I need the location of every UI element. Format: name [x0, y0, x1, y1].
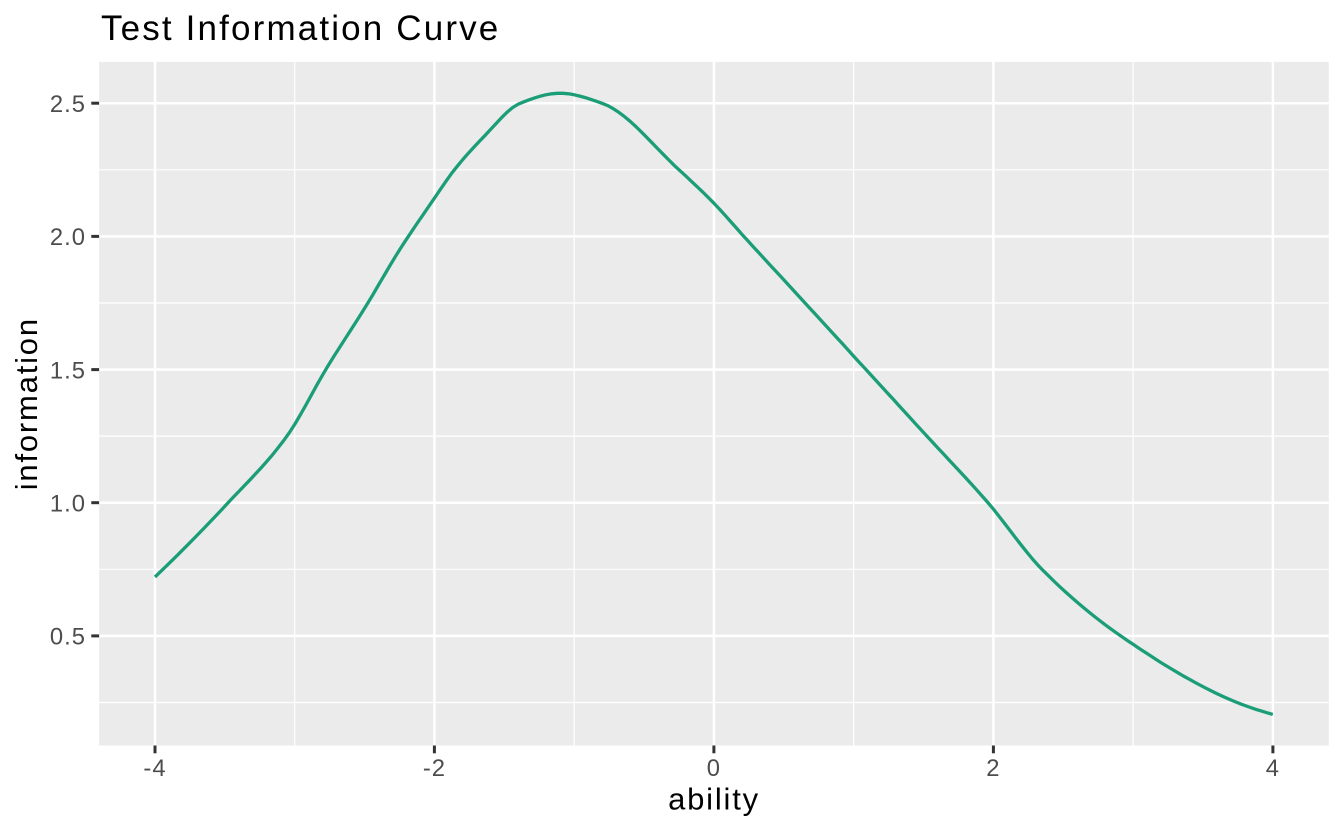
svg-text:1.0: 1.0: [50, 490, 86, 517]
svg-text:2: 2: [986, 755, 1000, 782]
svg-text:2.5: 2.5: [50, 91, 86, 118]
svg-text:-2: -2: [423, 755, 446, 782]
svg-text:ability: ability: [668, 782, 760, 817]
svg-text:0.5: 0.5: [50, 624, 86, 651]
svg-text:0: 0: [707, 755, 721, 782]
svg-text:2.0: 2.0: [50, 224, 86, 251]
svg-text:4: 4: [1266, 755, 1280, 782]
svg-text:1.5: 1.5: [50, 357, 86, 384]
svg-text:information: information: [9, 317, 44, 490]
svg-text:-4: -4: [143, 755, 166, 782]
svg-text:Test Information Curve: Test Information Curve: [101, 9, 500, 48]
